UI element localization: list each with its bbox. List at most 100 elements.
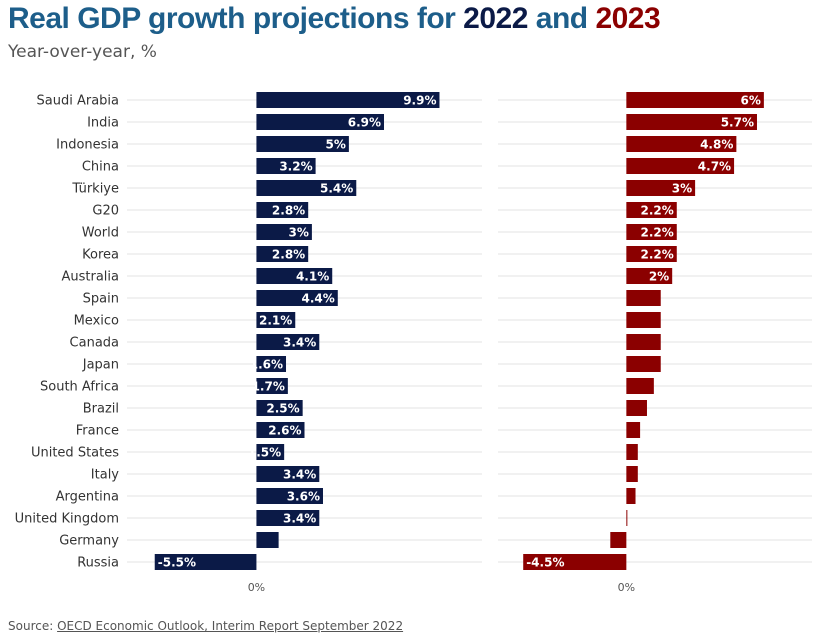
data-label-2022: 4.4% [302,292,335,306]
data-label-2022: 3.4% [283,336,316,350]
bar-2022 [256,466,320,482]
bar-2023 [626,114,757,130]
data-label-2023: 3% [672,182,692,196]
bar-2022 [256,532,279,548]
category-label: France [76,424,119,439]
bar-2023 [626,444,638,460]
category-label: Mexico [74,314,119,329]
data-label-2022: 2.6% [268,424,301,438]
data-label-2023: 4.8% [700,138,733,152]
x-tick-label: 0% [248,581,265,594]
category-label: China [82,160,119,175]
data-label-2022: 2.8% [272,248,305,262]
category-label: India [87,116,119,131]
bar-2023 [626,268,673,284]
bar-2022 [256,422,305,438]
bar-2022 [256,444,285,460]
source-link[interactable]: OECD Economic Outlook, Interim Report Se… [57,619,404,633]
category-label: Canada [70,336,119,351]
bar-2023 [626,158,735,174]
data-label-2023: 2% [649,270,669,284]
data-label-2022: 3.4% [283,512,316,526]
data-label-2022: 1.5% [248,446,281,460]
category-label: Saudi Arabia [37,94,120,109]
bar-2023 [626,422,641,438]
data-label-2022: 3.4% [283,468,316,482]
bar-2023 [610,532,627,548]
category-label: Argentina [56,490,119,505]
bar-2022 [256,334,320,350]
bar-2022 [256,356,287,372]
title-year-2023: 2023 [595,2,661,35]
x-tick-label: 0% [618,581,635,594]
data-label-2022: 5% [326,138,346,152]
category-label: Germany [59,534,119,549]
category-label: Russia [77,556,119,571]
source-note: Source: OECD Economic Outlook, Interim R… [8,619,403,633]
data-label-2022: 3.6% [287,490,320,504]
bar-2023 [626,136,737,152]
data-label-2022: 3% [289,226,309,240]
category-label: Australia [61,270,119,285]
chart-title: Real GDP growth projections for 2022 and… [8,2,661,36]
bar-2022 [256,312,296,328]
bar-2023 [626,180,696,196]
data-label-2022: 1.6% [250,358,283,372]
bar-2023 [626,246,677,262]
bar-2022 [256,378,288,394]
data-label-2022: 9.9% [403,94,436,108]
bar-2022 [256,488,323,504]
category-label: G20 [92,204,119,219]
category-label: Brazil [83,402,119,417]
bar-2023 [626,224,677,240]
bar-2022 [256,290,338,306]
data-label-2022: 4.1% [296,270,329,284]
category-label: United Kingdom [15,512,119,527]
bar-2022 [256,224,312,240]
gdp-bar-chart: Saudi Arabia India Indonesia China Türkiye G2… [15,92,812,594]
bar-2023 [626,290,661,306]
data-label-2022: 5.4% [320,182,353,196]
chart-subtitle: Year-over-year, % [8,42,157,62]
data-label-2022: 3.2% [279,160,312,174]
bar-2022 [256,158,316,174]
data-label-2023: 5.7% [721,116,754,130]
title-year-2022: 2022 [463,2,528,35]
data-label-2023: 6% [740,94,760,108]
title-and: and [527,2,596,35]
category-label: Indonesia [56,138,119,153]
bar-2023 [626,400,647,416]
bar-2023 [626,356,661,372]
bar-2022 [256,92,440,108]
bar-2023 [626,202,677,218]
category-label: United States [31,446,119,461]
title-prefix: Real GDP growth projections for [8,2,464,35]
bar-2023 [626,510,628,526]
data-label-2022: 2.8% [272,204,305,218]
bar-2023 [626,378,654,394]
bar-2022 [256,202,309,218]
category-label: South Africa [40,380,119,395]
bar-2023 [626,466,638,482]
bar-2022 [154,554,257,570]
data-label-2023: -4.5% [526,556,564,570]
bar-2023 [626,488,636,504]
data-label-2022: 2.5% [266,402,299,416]
bar-2023 [626,92,764,108]
data-label-2023: 2.2% [640,226,673,240]
category-label: Spain [83,292,119,307]
data-label-2023: 2.2% [640,248,673,262]
bar-2023 [626,334,661,350]
bar-2023 [626,312,661,328]
bar-2022 [256,114,385,130]
category-label: Korea [82,248,119,263]
bar-2022 [256,246,309,262]
bar-2022 [256,180,357,196]
data-label-2023: 4.7% [698,160,731,174]
data-label-2022: 6.9% [348,116,381,130]
bar-2022 [256,268,333,284]
bar-2022 [256,510,320,526]
data-label-2022: 1.7% [252,380,285,394]
source-prefix: Source: [8,619,58,633]
bar-2023 [523,554,627,570]
